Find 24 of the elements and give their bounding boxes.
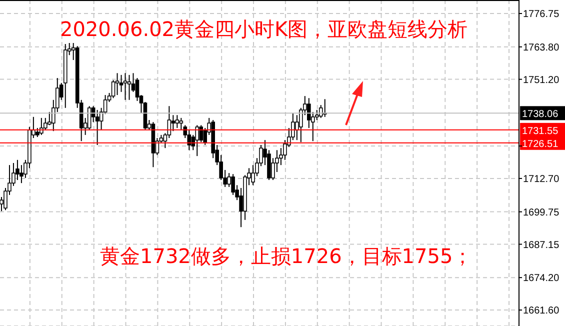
annotation: 黄金1732做多，止损1726，目标1755； (100, 243, 473, 270)
candlestick (199, 124, 204, 143)
y-tick-label: 1687.15 (523, 240, 560, 251)
candlestick (115, 72, 120, 96)
ref-line-label: 1726.51 (522, 138, 559, 150)
candlestick (119, 74, 124, 92)
y-tick-label: 1712.70 (523, 174, 560, 185)
ref-line-label: 1738.06 (522, 109, 559, 120)
y-tick-label: 1763.80 (523, 42, 560, 54)
candlestick (171, 114, 176, 132)
y-tick-label: 1661.60 (523, 306, 560, 317)
candlestick (95, 109, 100, 146)
candlestick (175, 114, 180, 128)
y-tick-label: 1674.20 (523, 273, 560, 284)
text: 2020.06.02黄金四小时K图，亚欧盘短线分析 (60, 16, 468, 43)
ref-line-label: 1731.55 (522, 126, 559, 137)
y-tick-label: 1699.75 (523, 207, 560, 218)
candlestick (195, 124, 200, 157)
candlestick (123, 72, 128, 100)
candlestick (40, 117, 44, 136)
y-tick-label: 1751.20 (523, 74, 560, 86)
candlestick (127, 74, 132, 100)
y-tick-label: 1776.75 (523, 9, 560, 20)
candlestick (111, 80, 116, 99)
